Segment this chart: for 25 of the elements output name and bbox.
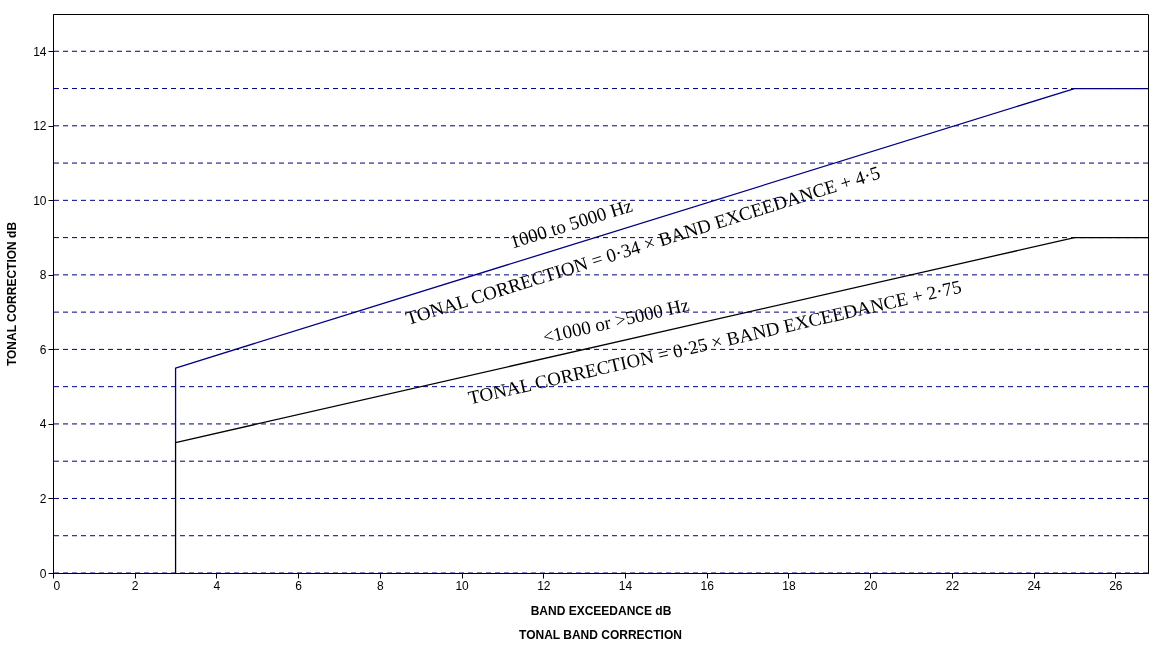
x-tick-label: 12 — [537, 578, 551, 593]
x-tick-label: 16 — [700, 578, 715, 593]
x-tick-label: 24 — [1027, 578, 1042, 593]
y-tick-label: 10 — [33, 193, 47, 208]
x-tick-label: 8 — [377, 578, 385, 593]
x-tick-label: 0 — [53, 578, 61, 593]
x-tick-label: 10 — [455, 578, 470, 593]
y-tick-label: 14 — [33, 44, 47, 59]
x-tick-label: 20 — [863, 578, 878, 593]
x-tick-label: 22 — [945, 578, 960, 593]
y-tick-label: 0 — [39, 566, 47, 581]
y-tick-label: 12 — [33, 119, 47, 134]
x-axis-title: BAND EXCEEDANCE dB — [530, 603, 672, 618]
x-tick-label: 4 — [213, 578, 221, 593]
x-tick-label: 2 — [131, 578, 139, 593]
text: TONAL BAND CORRECTION — [519, 628, 682, 642]
x-tick-label: 26 — [1109, 578, 1123, 593]
x-tick-label: 14 — [618, 578, 633, 593]
y-axis-title: TONAL CORRECTION dB — [5, 221, 20, 367]
y-tick-label: 8 — [39, 268, 47, 283]
x-tick-label: 6 — [295, 578, 303, 593]
y-tick-label: 6 — [39, 342, 47, 357]
x-tick-label: 18 — [782, 578, 796, 593]
y-tick-label: 4 — [39, 417, 47, 432]
y-tick-label: 2 — [39, 491, 47, 506]
